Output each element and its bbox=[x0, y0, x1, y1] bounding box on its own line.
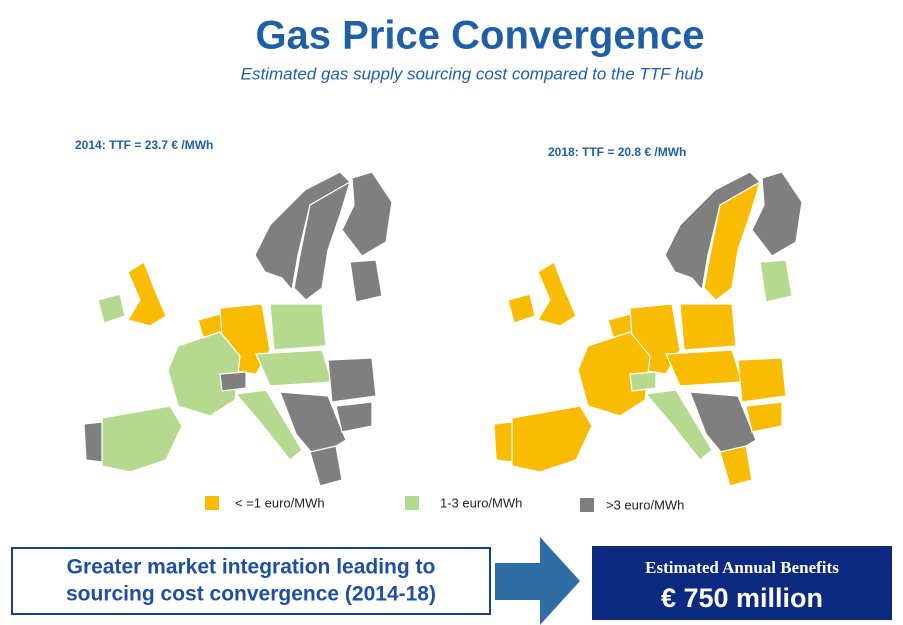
left-box bbox=[11, 547, 491, 615]
region-france bbox=[577, 331, 651, 417]
legend-swatch bbox=[205, 496, 219, 510]
region-iberia bbox=[101, 405, 183, 473]
region-italy bbox=[644, 389, 713, 461]
region-portugal bbox=[493, 421, 513, 463]
legend-label: 1-3 euro/MWh bbox=[440, 495, 522, 510]
title: Gas Price Convergence bbox=[255, 14, 704, 58]
region-uk bbox=[127, 261, 167, 327]
legend-label: < =1 euro/MWh bbox=[235, 495, 325, 510]
region-baltics bbox=[349, 259, 383, 303]
region-finland bbox=[341, 171, 393, 257]
region-bulgaria bbox=[335, 401, 373, 433]
region-ireland bbox=[507, 293, 536, 324]
map-label: 2018: TTF = 20.8 € /MWh bbox=[548, 145, 686, 159]
region-romania bbox=[737, 357, 787, 403]
region-portugal bbox=[83, 421, 103, 463]
region-poland bbox=[679, 303, 737, 351]
box-value: € 750 million bbox=[661, 583, 823, 613]
region-greece bbox=[719, 445, 753, 487]
region-central bbox=[665, 349, 743, 387]
region-uk bbox=[537, 261, 577, 327]
region-iberia bbox=[511, 405, 593, 473]
region-italy bbox=[234, 389, 303, 461]
region-sweden bbox=[293, 180, 352, 301]
region-romania bbox=[327, 357, 377, 403]
legend-label: >3 euro/MWh bbox=[606, 497, 684, 512]
box-text: sourcing cost convergence (2014-18) bbox=[66, 583, 436, 606]
subtitle: Estimated gas supply sourcing cost compa… bbox=[241, 64, 704, 83]
region-switzerland bbox=[629, 371, 657, 392]
region-ireland bbox=[97, 293, 126, 324]
region-central bbox=[255, 349, 333, 387]
region-baltics bbox=[759, 259, 793, 303]
region-finland bbox=[751, 171, 803, 257]
region-sweden bbox=[703, 180, 762, 301]
map-2014 bbox=[83, 171, 393, 487]
map-2018 bbox=[493, 171, 803, 487]
region-switzerland bbox=[219, 371, 247, 392]
map-label: 2014: TTF = 23.7 € /MWh bbox=[75, 138, 213, 152]
region-bulgaria bbox=[745, 401, 783, 433]
legend-swatch bbox=[405, 496, 419, 510]
box-text: Greater market integration leading to bbox=[67, 556, 436, 579]
legend-swatch bbox=[580, 498, 594, 512]
arrow bbox=[495, 537, 580, 625]
region-france bbox=[167, 331, 241, 417]
box-title: Estimated Annual Benefits bbox=[645, 558, 839, 577]
region-greece bbox=[309, 445, 343, 487]
right-box bbox=[592, 546, 892, 620]
region-poland bbox=[269, 303, 327, 351]
